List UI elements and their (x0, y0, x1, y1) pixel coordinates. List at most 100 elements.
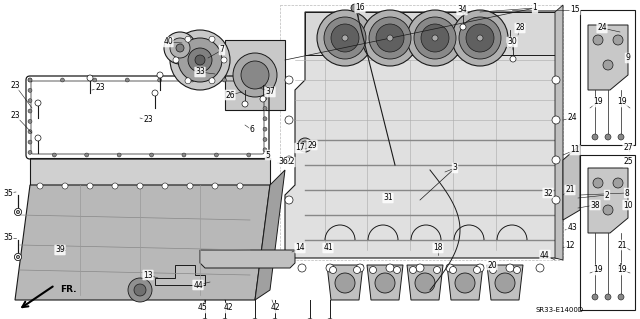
Circle shape (263, 107, 267, 110)
Text: 44: 44 (540, 250, 550, 259)
Circle shape (460, 24, 466, 30)
Text: 35: 35 (3, 234, 13, 242)
Circle shape (452, 10, 508, 66)
Circle shape (93, 78, 97, 82)
Text: 36: 36 (278, 158, 288, 167)
Circle shape (15, 254, 22, 261)
Circle shape (152, 90, 158, 96)
Circle shape (613, 35, 623, 45)
Circle shape (592, 294, 598, 300)
Circle shape (157, 78, 162, 82)
Circle shape (125, 78, 129, 82)
Circle shape (28, 109, 32, 113)
Circle shape (137, 183, 143, 189)
Circle shape (285, 196, 293, 204)
Circle shape (495, 273, 515, 293)
Text: 27: 27 (623, 144, 633, 152)
Circle shape (477, 35, 483, 41)
Circle shape (507, 41, 513, 47)
Circle shape (362, 10, 418, 66)
Circle shape (356, 264, 364, 272)
Circle shape (603, 205, 613, 215)
Circle shape (375, 273, 395, 293)
Circle shape (190, 78, 194, 82)
Circle shape (317, 10, 373, 66)
Circle shape (28, 99, 32, 103)
Circle shape (513, 266, 520, 273)
Circle shape (263, 127, 267, 131)
Text: 5: 5 (266, 151, 271, 160)
Circle shape (37, 183, 43, 189)
Text: 10: 10 (623, 201, 633, 210)
Circle shape (252, 318, 259, 319)
Circle shape (449, 266, 456, 273)
Circle shape (605, 294, 611, 300)
Circle shape (221, 57, 227, 63)
Circle shape (298, 264, 306, 272)
Polygon shape (200, 250, 295, 268)
Circle shape (134, 284, 146, 296)
Text: 37: 37 (265, 87, 275, 97)
Text: 35: 35 (3, 189, 13, 197)
Text: 44: 44 (193, 280, 203, 290)
Text: 12: 12 (565, 241, 575, 249)
Circle shape (613, 178, 623, 188)
Circle shape (351, 4, 359, 12)
Text: 33: 33 (195, 68, 205, 77)
Circle shape (459, 17, 501, 59)
Circle shape (233, 53, 277, 97)
Circle shape (15, 209, 22, 216)
Circle shape (242, 101, 248, 107)
Circle shape (17, 211, 19, 213)
Circle shape (476, 264, 484, 272)
Text: 34: 34 (457, 5, 467, 14)
Circle shape (150, 153, 154, 157)
Text: 16: 16 (355, 4, 365, 12)
Circle shape (593, 35, 603, 45)
Circle shape (394, 266, 401, 273)
Circle shape (187, 183, 193, 189)
Polygon shape (15, 185, 270, 300)
Circle shape (128, 278, 152, 302)
Circle shape (170, 30, 230, 90)
Circle shape (15, 254, 22, 261)
Text: 24: 24 (567, 114, 577, 122)
Text: 23: 23 (10, 80, 20, 90)
Text: 19: 19 (593, 98, 603, 107)
Circle shape (407, 10, 463, 66)
Circle shape (455, 273, 475, 293)
Circle shape (307, 318, 314, 319)
Text: 43: 43 (567, 224, 577, 233)
Circle shape (162, 183, 168, 189)
Circle shape (301, 141, 309, 149)
Circle shape (212, 183, 218, 189)
Circle shape (221, 318, 228, 319)
Circle shape (176, 44, 184, 52)
Circle shape (182, 153, 186, 157)
Circle shape (241, 61, 269, 89)
Circle shape (28, 88, 32, 92)
Text: 4: 4 (618, 263, 623, 272)
Circle shape (87, 75, 93, 81)
Circle shape (618, 134, 624, 140)
Text: 28: 28 (515, 24, 525, 33)
Circle shape (28, 78, 32, 82)
Circle shape (164, 32, 196, 64)
Text: 32: 32 (543, 189, 553, 197)
Text: 17: 17 (295, 144, 305, 152)
Text: 18: 18 (433, 243, 443, 253)
Circle shape (414, 17, 456, 59)
Circle shape (209, 78, 215, 84)
Circle shape (60, 78, 65, 82)
Text: 41: 41 (323, 243, 333, 253)
Circle shape (552, 156, 560, 164)
Text: 24: 24 (597, 24, 607, 33)
Text: 40: 40 (163, 38, 173, 47)
Circle shape (112, 183, 118, 189)
Circle shape (474, 266, 481, 273)
Circle shape (35, 100, 41, 106)
Text: 23: 23 (95, 84, 105, 93)
Text: 13: 13 (143, 271, 153, 279)
Text: 25: 25 (623, 158, 633, 167)
Circle shape (260, 96, 266, 102)
